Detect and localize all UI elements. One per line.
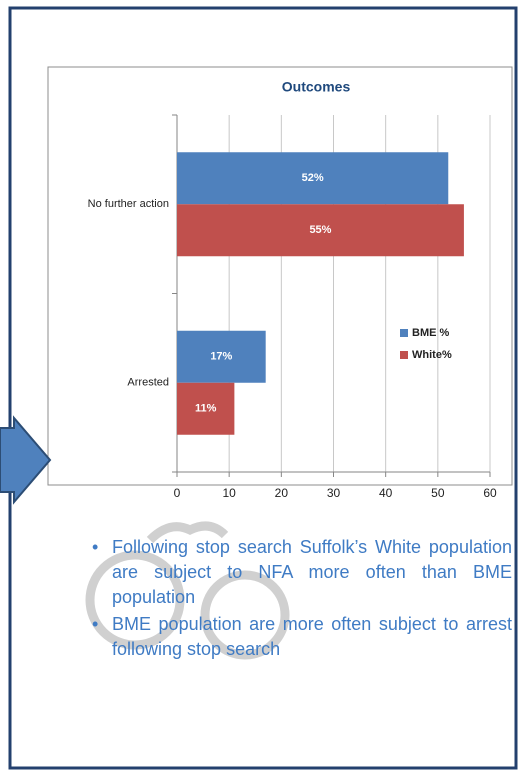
bar	[177, 152, 449, 205]
data-label: 55%	[309, 224, 331, 236]
y-tick-label: Arrested	[127, 377, 169, 389]
x-tick-label: 10	[222, 486, 236, 500]
bullet: BME population are more often subject to…	[92, 612, 512, 662]
data-label: 52%	[302, 172, 324, 184]
chart-title: Outcomes	[282, 79, 351, 95]
legend-label: White%	[412, 349, 452, 361]
x-tick-label: 40	[379, 486, 393, 500]
x-tick-label: 50	[431, 486, 445, 500]
data-label: 17%	[210, 351, 232, 363]
x-tick-label: 30	[327, 486, 341, 500]
bar	[177, 204, 464, 257]
x-tick-label: 0	[174, 486, 181, 500]
bar	[177, 382, 235, 435]
legend-label: BME %	[412, 327, 450, 339]
bullet-list: Following stop search Suffolk’s White po…	[92, 535, 512, 664]
chart-frame	[47, 66, 513, 486]
x-tick-label: 60	[483, 486, 497, 500]
data-label: 11%	[195, 403, 217, 415]
legend-swatch	[400, 351, 408, 359]
bar	[177, 330, 266, 383]
legend-swatch	[400, 329, 408, 337]
arrow	[0, 415, 52, 505]
x-tick-label: 20	[275, 486, 289, 500]
y-tick-label: No further action	[88, 198, 169, 210]
bullet: Following stop search Suffolk’s White po…	[92, 535, 512, 610]
